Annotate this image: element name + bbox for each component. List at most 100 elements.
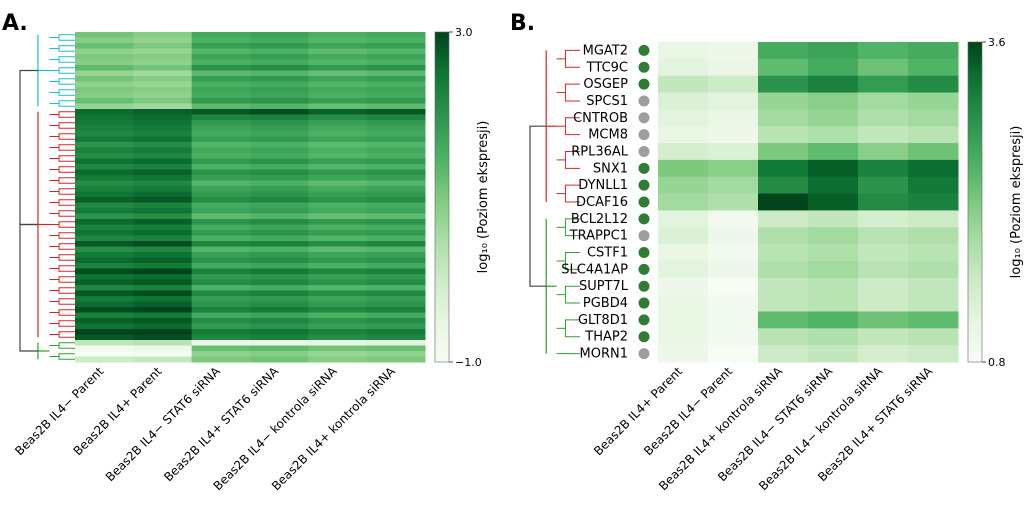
heatmap-cell [250, 351, 309, 357]
heatmap-cell [908, 194, 959, 211]
heatmap-cell [133, 137, 192, 143]
gene-label: MCM8 [588, 128, 628, 143]
heatmap-cell [758, 59, 809, 76]
heatmap-cell [367, 120, 426, 126]
heatmap-cell [250, 54, 309, 60]
heatmap-cell [133, 280, 192, 286]
heatmap-cell [250, 225, 309, 231]
gene-marker [639, 348, 650, 359]
x-axis-label: Beas2B IL4− STAT6 siRNA [103, 364, 224, 485]
heatmap-cell [75, 269, 134, 275]
heatmap-cell [658, 295, 709, 312]
heatmap-cell [75, 71, 134, 77]
heatmap-cell [75, 208, 134, 214]
heatmap-cell [908, 295, 959, 312]
heatmap-cell [908, 59, 959, 76]
heatmap-cell [308, 186, 367, 192]
heatmap-cell [708, 194, 759, 211]
gene-label: SPCS1 [586, 94, 628, 109]
heatmap-cell [308, 54, 367, 60]
heatmap-cell [308, 60, 367, 66]
heatmap-cell [658, 278, 709, 295]
gene-marker [639, 95, 650, 106]
heatmap-cell [250, 335, 309, 341]
heatmap-cell [308, 197, 367, 203]
heatmap-cell [192, 142, 251, 148]
heatmap-cell [75, 76, 134, 82]
heatmap-cell [250, 346, 309, 352]
heatmap-cell [367, 258, 426, 264]
heatmap-cell [658, 311, 709, 328]
heatmap-cell [308, 76, 367, 82]
heatmap-cell [133, 54, 192, 60]
heatmap-cell [250, 258, 309, 264]
x-axis-label: Beas2B IL4− kontrola siRNA [211, 364, 341, 494]
heatmap-cell [367, 357, 426, 363]
heatmap-cell [367, 131, 426, 137]
heatmap-cell [250, 285, 309, 291]
heatmap-cell [308, 269, 367, 275]
heatmap-cell [308, 109, 367, 115]
heatmap-cell [133, 263, 192, 269]
heatmap-cell [250, 170, 309, 176]
heatmap-cell [250, 329, 309, 335]
heatmap-cell [758, 93, 809, 110]
heatmap-cell [367, 54, 426, 60]
heatmap-cell [308, 43, 367, 49]
heatmap-cell [192, 230, 251, 236]
gene-label: DCAF16 [576, 195, 628, 210]
heatmap-cell [367, 170, 426, 176]
heatmap-cell [808, 109, 859, 126]
gene-marker [639, 213, 650, 224]
gene-label: MORN1 [580, 347, 628, 362]
heatmap-cell [658, 59, 709, 76]
heatmap-cell [808, 278, 859, 295]
heatmap-cell [75, 181, 134, 187]
heatmap-cell [133, 241, 192, 247]
gene-label: SLC4A1AP [561, 262, 628, 277]
heatmap-cell [708, 59, 759, 76]
heatmap-cell [250, 241, 309, 247]
gene-label: GLT8D1 [578, 313, 628, 328]
heatmap-cell [250, 98, 309, 104]
heatmap-cell [708, 311, 759, 328]
heatmap-cell [75, 192, 134, 198]
heatmap-cell [250, 109, 309, 115]
heatmap-cell [658, 160, 709, 177]
heatmap-cell [75, 274, 134, 280]
heatmap-cell [192, 181, 251, 187]
heatmap-cell [75, 82, 134, 88]
heatmap-cell [133, 49, 192, 55]
heatmap-cell [192, 82, 251, 88]
heatmap-cell [367, 109, 426, 115]
x-axis-label: Beas2B IL4+ Parent [591, 364, 685, 458]
heatmap-cell [308, 236, 367, 242]
heatmap-cell [133, 285, 192, 291]
heatmap-cell [192, 98, 251, 104]
heatmap-cell [75, 32, 134, 38]
heatmap-cell [367, 148, 426, 154]
heatmap-cell [192, 285, 251, 291]
heatmap-cell [367, 225, 426, 231]
heatmap-cell [708, 93, 759, 110]
heatmap-cell [658, 227, 709, 244]
gene-label: BCL2L12 [571, 212, 628, 227]
heatmap-cell [75, 93, 134, 99]
heatmap-cell [192, 43, 251, 49]
heatmap-cell [308, 280, 367, 286]
heatmap-cell [192, 324, 251, 330]
heatmap-cell [250, 32, 309, 38]
heatmap-cell [658, 210, 709, 227]
heatmap-cell [658, 194, 709, 211]
gene-label: TRAPPC1 [569, 229, 628, 244]
gene-marker [639, 180, 650, 191]
heatmap-cell [133, 318, 192, 324]
heatmap-cell [308, 87, 367, 93]
heatmap-cell [250, 186, 309, 192]
heatmap-cell [250, 291, 309, 297]
heatmap-cell [367, 142, 426, 148]
heatmap-cell [758, 109, 809, 126]
heatmap-cell [75, 49, 134, 55]
heatmap-cell [908, 261, 959, 278]
heatmap-cell [367, 236, 426, 242]
